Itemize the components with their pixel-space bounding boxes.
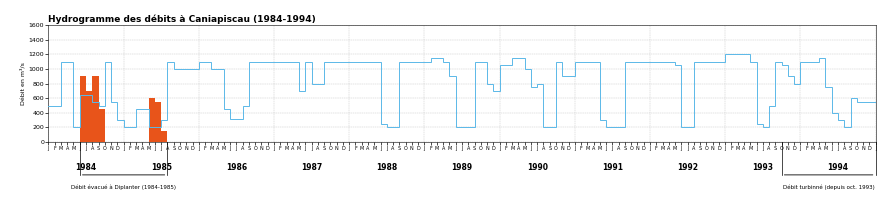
- Text: 1993: 1993: [752, 163, 774, 172]
- Text: 1994: 1994: [827, 163, 848, 172]
- Text: 1984: 1984: [76, 163, 97, 172]
- Text: 1992: 1992: [677, 163, 698, 172]
- Text: 1988: 1988: [376, 163, 398, 172]
- Text: Débit évacué à Diplanter (1984-1985): Débit évacué à Diplanter (1984-1985): [71, 184, 176, 190]
- Y-axis label: Débit en m³/s: Débit en m³/s: [20, 62, 26, 105]
- Text: 1991: 1991: [602, 163, 623, 172]
- Text: 1986: 1986: [226, 163, 247, 172]
- Text: Hydrogramme des débits à Caniapiscau (1984-1994): Hydrogramme des débits à Caniapiscau (19…: [48, 15, 316, 24]
- Text: Débit turbinné (depuis oct. 1993): Débit turbinné (depuis oct. 1993): [782, 184, 875, 190]
- Text: 1990: 1990: [527, 163, 547, 172]
- Text: 1985: 1985: [150, 163, 172, 172]
- Text: 1987: 1987: [301, 163, 322, 172]
- Text: 1989: 1989: [451, 163, 473, 172]
